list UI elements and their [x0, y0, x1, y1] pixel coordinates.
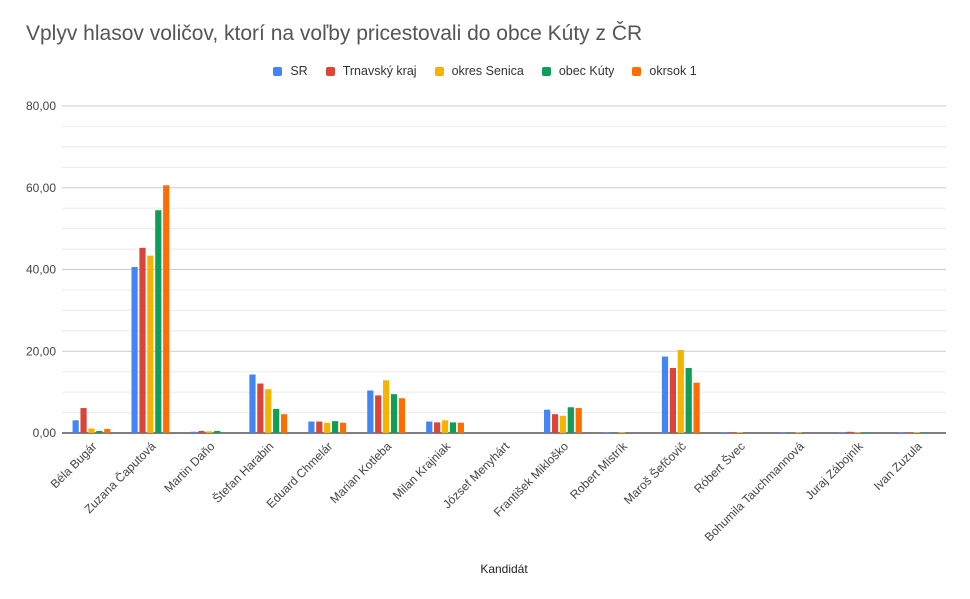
legend-label: SR [290, 64, 308, 78]
bar [139, 247, 146, 433]
bar [324, 422, 331, 433]
bar [375, 395, 382, 433]
bar [131, 267, 138, 433]
bar [795, 432, 802, 433]
legend-item-okrsok-1[interactable]: okrsok 1 [632, 64, 697, 78]
bar [685, 368, 692, 433]
legend: SR Trnavský kraj okres Senica obec Kúty … [0, 64, 970, 78]
legend-swatch [632, 66, 642, 76]
x-tick-label: Ivan Zuzula [871, 439, 925, 493]
bar [854, 432, 861, 433]
bar [551, 414, 559, 433]
legend-label: Trnavský kraj [342, 64, 417, 78]
x-tick-label: Martin Daňo [161, 439, 217, 495]
bar [677, 350, 684, 433]
legend-swatch [325, 66, 335, 76]
bar [441, 420, 449, 433]
bar [544, 409, 551, 433]
legend-label: okrsok 1 [649, 64, 697, 78]
legend-item-obec-kuty[interactable]: obec Kúty [541, 64, 615, 78]
bar [249, 374, 256, 433]
x-tick-label: Marian Kotleba [327, 439, 394, 506]
bar [96, 430, 103, 433]
y-tick-label: 80,00 [26, 99, 56, 113]
y-tick-label: 60,00 [26, 181, 56, 195]
y-tick-label: 20,00 [26, 344, 56, 358]
bar [280, 414, 288, 433]
legend-label: obec Kúty [558, 64, 615, 78]
bar [339, 422, 347, 433]
x-tick-label: Milan Krajniak [390, 439, 454, 503]
bar [669, 368, 676, 433]
legend-item-sr[interactable]: SR [273, 64, 308, 78]
x-tick-label: Béla Bugár [48, 439, 100, 491]
x-tick-label: Maroš Šefčovič [620, 439, 689, 508]
x-tick-label: Štefan Harabin [209, 439, 276, 506]
bar [308, 421, 315, 433]
bar [862, 432, 869, 433]
bar [206, 431, 213, 433]
bar [398, 398, 406, 433]
bar [104, 428, 111, 433]
bar [214, 430, 221, 433]
bar [779, 432, 786, 433]
legend-swatch [541, 66, 551, 76]
bar [190, 431, 197, 433]
bar [559, 415, 567, 433]
y-tick-label: 40,00 [26, 263, 56, 277]
x-tick-label: Bohumila Tauchmannová [702, 439, 807, 544]
bar [316, 421, 323, 433]
bar [720, 432, 728, 433]
bar [618, 432, 625, 433]
bar [367, 390, 374, 433]
legend-item-okres-senica[interactable]: okres Senica [434, 64, 524, 78]
bar [390, 394, 398, 433]
bar [913, 432, 920, 433]
bar [693, 382, 700, 433]
bar [736, 432, 743, 433]
bar [147, 255, 154, 433]
chart-title: Vplyv hlasov voličov, ktorí na voľby pri… [26, 22, 643, 45]
bar [257, 383, 264, 433]
bar [449, 422, 457, 433]
bar [198, 430, 205, 433]
x-axis-title: Kandidát [480, 562, 528, 576]
x-tick-label: Róbert Švec [691, 439, 748, 496]
bar [72, 420, 79, 433]
bar [332, 421, 339, 433]
legend-swatch [273, 66, 283, 76]
x-tick-label: Juraj Zábojník [803, 439, 867, 503]
bar [661, 356, 669, 433]
bar [838, 432, 845, 433]
x-tick-label: Robert Mistrík [567, 439, 630, 502]
bar [897, 432, 904, 433]
bar [457, 422, 464, 433]
bar [728, 432, 735, 433]
bar [88, 428, 95, 433]
legend-item-trnavsky-kraj[interactable]: Trnavský kraj [325, 64, 417, 78]
bar [426, 421, 433, 433]
bar [273, 408, 280, 433]
bar [163, 185, 170, 433]
bar [434, 422, 441, 433]
bar [265, 389, 272, 433]
y-tick-label: 0,00 [33, 426, 57, 440]
legend-label: okres Senica [451, 64, 524, 78]
bar [383, 380, 390, 433]
bar [80, 408, 87, 433]
bar [602, 432, 610, 433]
bar [567, 407, 574, 433]
bar [921, 432, 928, 433]
bar [905, 432, 912, 433]
bar [846, 431, 853, 433]
legend-swatch [434, 66, 444, 76]
bar [155, 210, 162, 433]
bar [575, 408, 582, 433]
